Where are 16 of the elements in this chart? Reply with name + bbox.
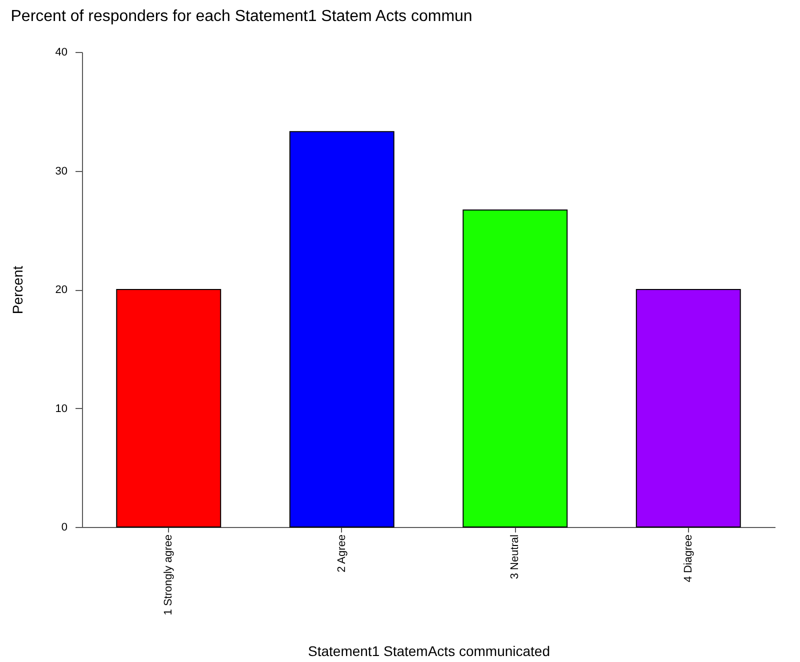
y-axis-title: Percent: [9, 266, 26, 314]
x-tick-label: 4 Diagree: [682, 534, 694, 582]
x-tick-label: 3 Neutral: [509, 534, 522, 580]
x-tick-label: 2 Agree: [336, 534, 348, 572]
x-tick-label: 1 Strongly agree: [162, 534, 175, 616]
bar: [116, 289, 222, 528]
y-tick-label: 20: [55, 284, 68, 296]
x-axis-title: Statement1 StatemActs communicated: [308, 643, 550, 660]
y-tick-label: 10: [55, 402, 68, 415]
y-tick-label: 40: [55, 46, 68, 58]
y-tick-label: 0: [61, 522, 68, 534]
y-tick-label: 30: [55, 165, 68, 178]
bar: [636, 289, 741, 528]
bar: [289, 131, 394, 528]
chart-title: Percent of responders for each Statement1 Statem Acts commun: [10, 8, 472, 25]
bar: [462, 209, 568, 528]
